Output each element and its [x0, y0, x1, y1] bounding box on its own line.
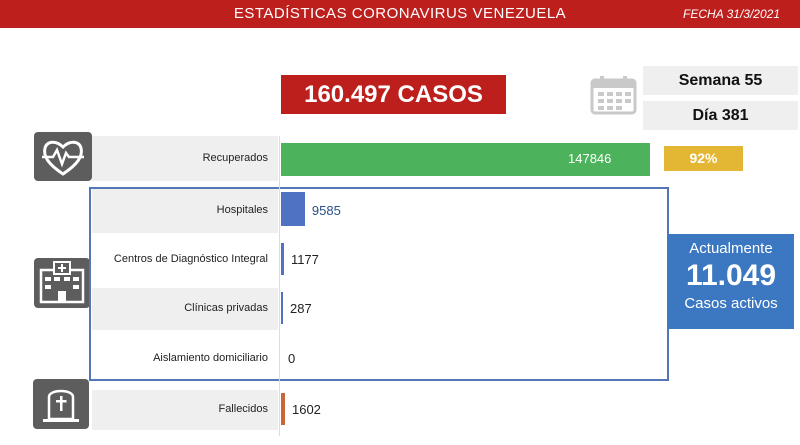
category-label-fallecidos: Fallecidos [218, 403, 268, 415]
chart-axis-line [279, 136, 280, 436]
value-label-aislamiento: 0 [288, 351, 296, 366]
active-cases-top-label: Actualmente [689, 240, 773, 257]
active-cases-box: Actualmente 11.049 Casos activos [668, 234, 794, 329]
category-label-aislamiento: Aislamiento domiciliario [153, 352, 268, 364]
value-label-cdi: 1177 [290, 252, 319, 267]
bar-cdi [281, 243, 284, 275]
active-cases-bottom-label: Casos activos [684, 295, 778, 312]
calendar-icon [590, 76, 637, 115]
value-label-clinicas: 287 [290, 301, 312, 316]
value-label-recuperados: 147846 [568, 151, 612, 166]
hospital-icon-tile [34, 258, 90, 308]
header-date: FECHA 31/3/2021 [683, 7, 780, 21]
value-label-hospitales: 9585 [311, 203, 341, 218]
bar-fallecidos [281, 393, 285, 425]
recovered-percent-badge: 92% [664, 146, 743, 171]
week-label: Semana 55 [643, 66, 798, 95]
row-bg-clinicas [92, 288, 278, 330]
total-cases-box: 160.497 CASOS [281, 75, 506, 114]
bar-clinicas [281, 292, 283, 324]
hospital-icon [39, 261, 85, 304]
category-label-clinicas: Clínicas privadas [184, 302, 268, 314]
heartbeat-icon [42, 140, 84, 176]
row-bg-fallecidos [92, 390, 278, 430]
value-label-fallecidos: 1602 [291, 402, 321, 417]
active-cases-number: 11.049 [685, 259, 777, 292]
category-label-cdi: Centros de Diagnóstico Integral [113, 253, 268, 265]
header-bar: ESTADÍSTICAS CORONAVIRUS VENEZUELA FECHA… [0, 0, 800, 28]
bar-hospitales [281, 192, 305, 226]
recovered-icon-tile [34, 132, 92, 181]
deceased-icon-tile [33, 379, 89, 429]
category-label-hospitales: Hospitales [216, 204, 268, 216]
category-label-recuperados: Recuperados [202, 152, 268, 164]
row-bg-hospitales [92, 187, 278, 233]
header-title: ESTADÍSTICAS CORONAVIRUS VENEZUELA [233, 5, 567, 22]
tombstone-icon [43, 389, 79, 422]
row-bg-recuperados [92, 136, 278, 181]
day-label: Día 381 [643, 101, 798, 130]
bar-recuperados [281, 143, 650, 176]
